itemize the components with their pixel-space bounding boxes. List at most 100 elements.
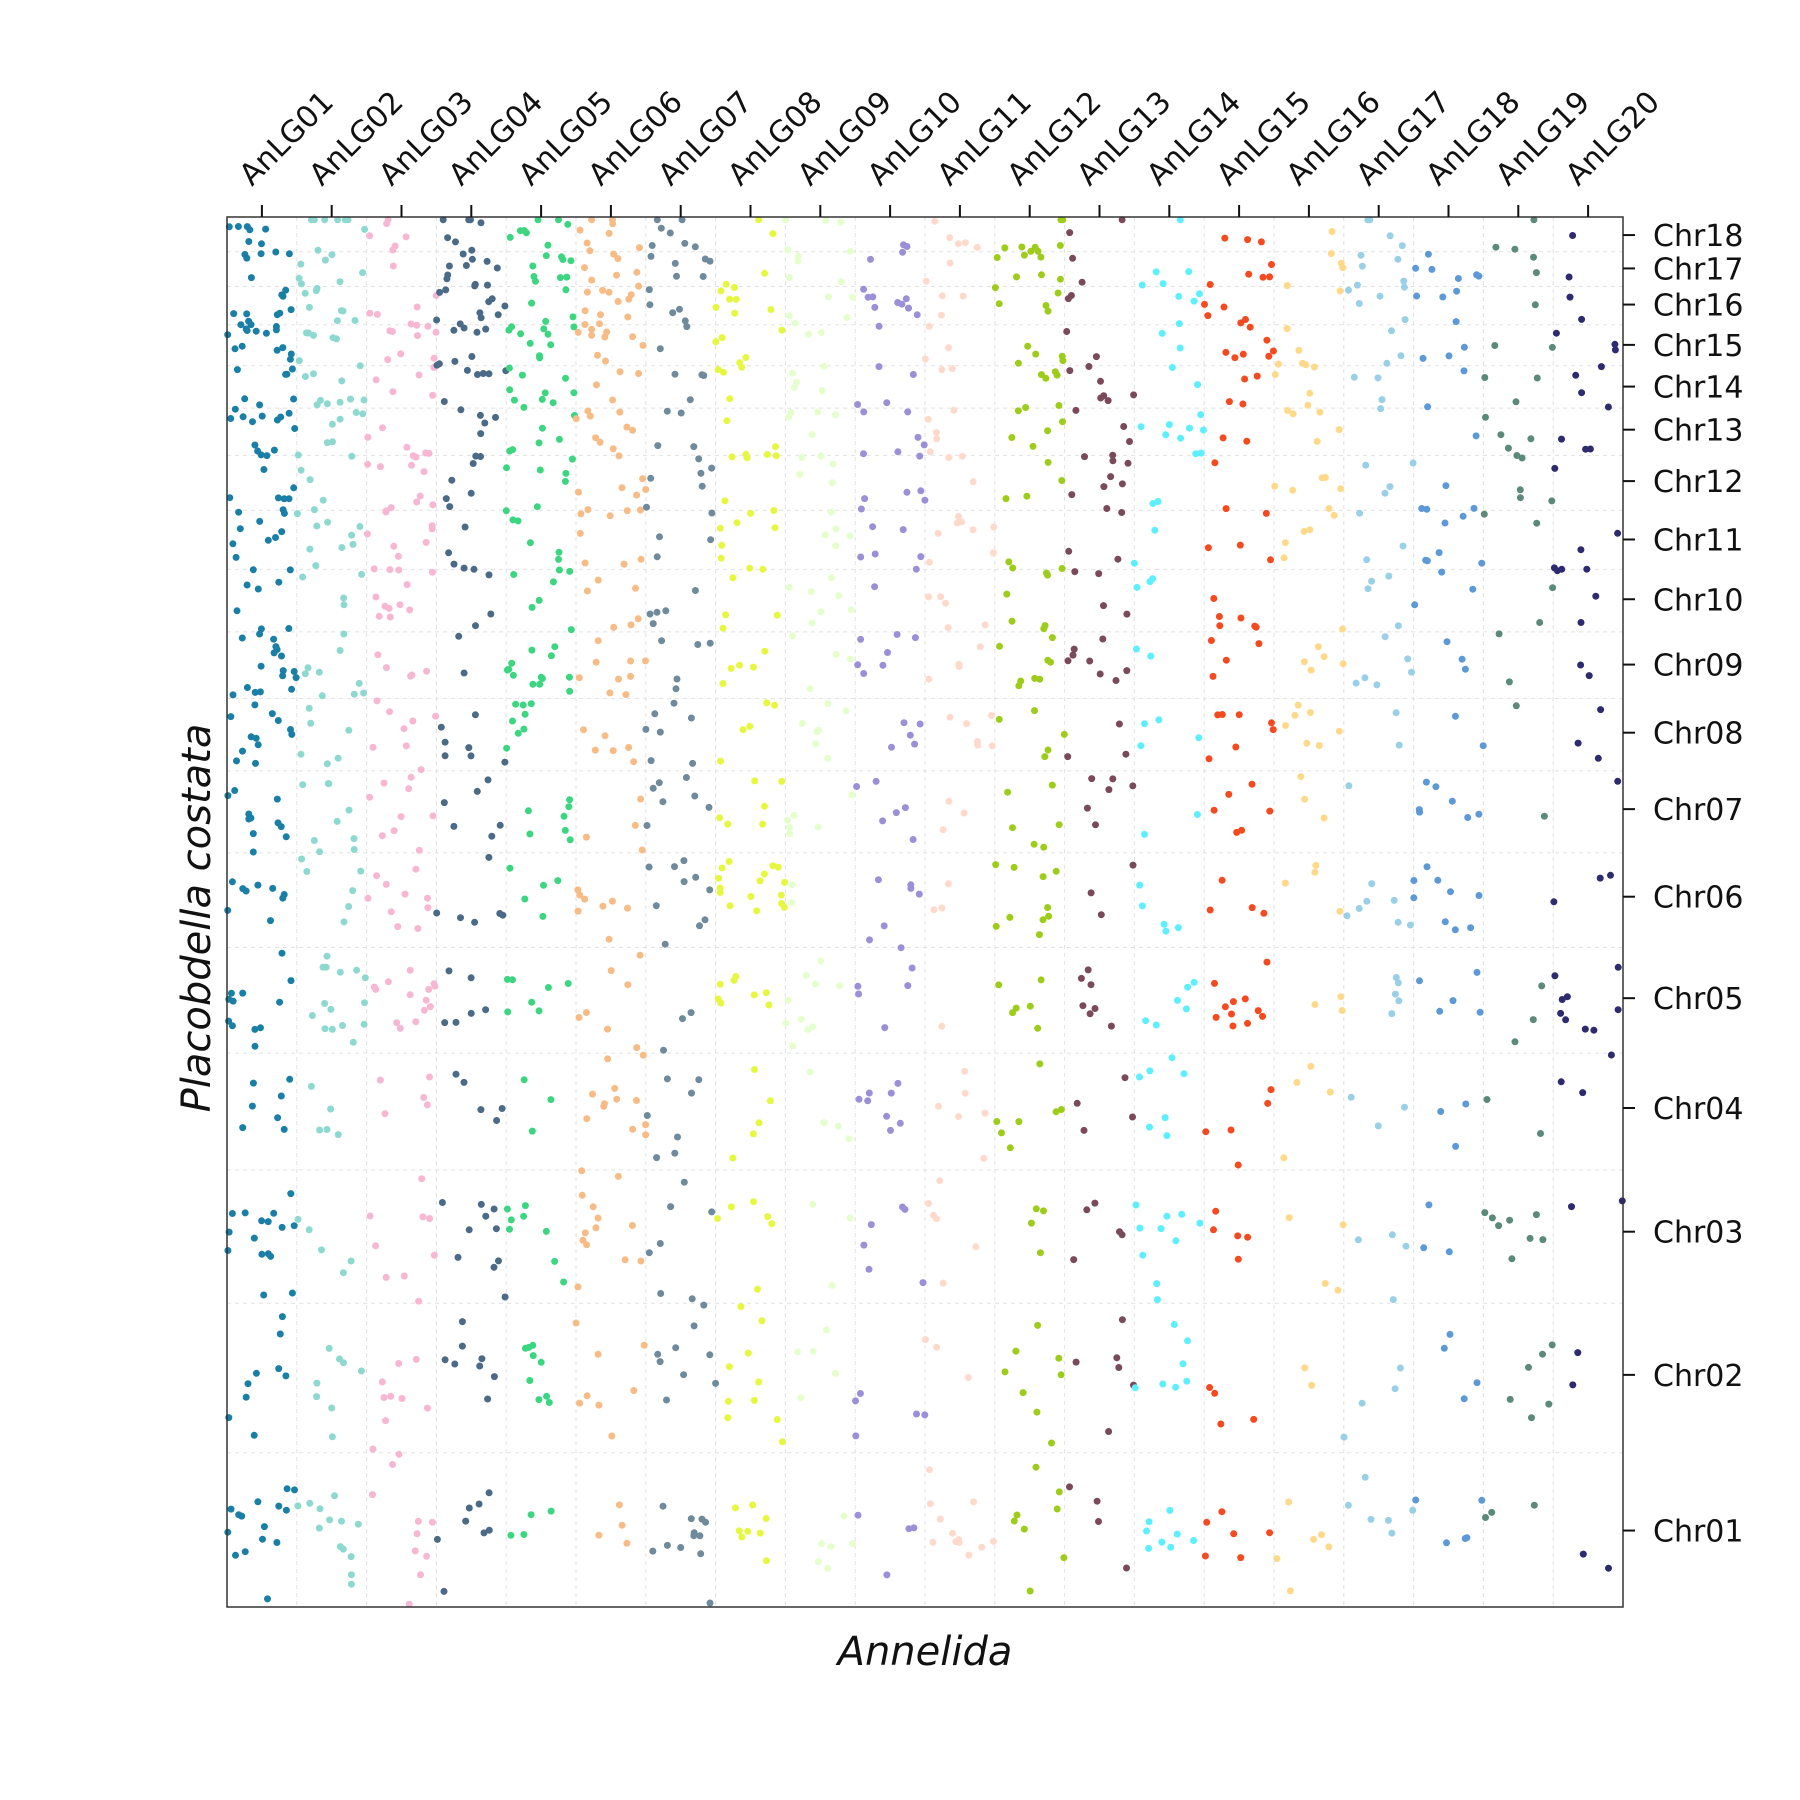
scatter-point xyxy=(440,799,448,807)
scatter-point xyxy=(1122,750,1130,758)
scatter-point xyxy=(488,295,496,303)
scatter-point xyxy=(450,822,458,830)
scatter-point xyxy=(1041,622,1049,630)
scatter-point xyxy=(1558,565,1566,573)
scatter-point xyxy=(1055,402,1063,409)
scatter-point xyxy=(854,661,862,669)
scatter-point xyxy=(1363,556,1371,564)
scatter-point xyxy=(256,517,264,525)
scatter-point xyxy=(1458,655,1466,663)
scatter-point xyxy=(340,918,348,926)
scatter-point xyxy=(750,991,758,999)
scatter-point xyxy=(837,278,845,286)
scatter-point xyxy=(1590,1026,1598,1034)
scatter-point xyxy=(316,1505,324,1513)
scatter-point xyxy=(857,635,865,643)
scatter-point xyxy=(254,741,262,749)
scatter-point xyxy=(645,863,653,871)
scatter-point xyxy=(575,1014,583,1021)
scatter-point xyxy=(1080,1126,1088,1134)
scatter-point xyxy=(1462,1100,1470,1108)
scatter-point xyxy=(397,813,405,821)
scatter-point xyxy=(438,1199,446,1206)
scatter-point xyxy=(1424,403,1432,411)
scatter-point xyxy=(1136,1224,1144,1232)
scatter-point xyxy=(301,670,309,678)
scatter-point xyxy=(1234,1255,1242,1263)
scatter-point xyxy=(725,1363,733,1371)
scatter-point xyxy=(1045,912,1053,920)
scatter-point xyxy=(1459,512,1467,520)
scatter-point xyxy=(1126,438,1133,445)
scatter-point xyxy=(736,661,743,669)
scatter-point xyxy=(366,309,374,317)
scatter-point xyxy=(1153,1280,1161,1288)
scatter-point xyxy=(1073,1099,1081,1107)
scatter-point xyxy=(503,666,511,674)
scatter-point xyxy=(304,664,312,672)
scatter-point xyxy=(1354,1236,1362,1244)
scatter-point xyxy=(583,288,591,296)
scatter-point xyxy=(1199,426,1207,434)
scatter-point xyxy=(373,697,381,705)
scatter-point xyxy=(273,1539,281,1546)
scatter-point xyxy=(536,680,544,688)
scatter-point xyxy=(846,247,854,255)
scatter-point xyxy=(589,1090,596,1098)
scatter-point xyxy=(938,366,946,374)
scatter-point xyxy=(639,1051,647,1059)
scatter-point xyxy=(990,523,998,531)
scatter-point xyxy=(832,1369,840,1377)
scatter-point xyxy=(576,1399,584,1407)
scatter-point xyxy=(690,1322,698,1330)
scatter-point xyxy=(1014,359,1022,367)
scatter-point xyxy=(594,351,601,359)
scatter-point xyxy=(251,441,259,449)
scatter-point xyxy=(327,1105,335,1113)
scatter-point xyxy=(493,264,501,272)
scatter-point xyxy=(1234,1232,1242,1240)
scatter-point xyxy=(348,531,356,539)
scatter-point xyxy=(911,740,919,748)
scatter-point xyxy=(577,510,585,518)
scatter-point xyxy=(440,398,448,405)
scatter-point xyxy=(506,864,514,872)
scatter-point xyxy=(759,820,767,828)
scatter-point xyxy=(1548,343,1556,351)
scatter-point xyxy=(739,726,747,734)
scatter-point xyxy=(444,271,452,279)
scatter-point xyxy=(594,1350,602,1358)
scatter-point xyxy=(600,1102,608,1110)
scatter-point xyxy=(485,1489,493,1497)
scatter-point xyxy=(1506,1395,1514,1403)
scatter-point xyxy=(408,461,415,469)
scatter-point xyxy=(555,548,563,556)
scatter-point xyxy=(586,247,594,255)
scatter-point xyxy=(1583,565,1591,573)
scatter-point xyxy=(429,501,437,509)
scatter-point xyxy=(1300,527,1308,535)
scatter-point xyxy=(1139,1251,1147,1259)
scatter-point xyxy=(697,1550,705,1558)
scatter-point xyxy=(1513,452,1521,459)
scatter-point xyxy=(415,1297,423,1305)
scatter-point xyxy=(1153,1296,1161,1304)
scatter-point xyxy=(297,466,305,474)
scatter-point xyxy=(274,717,282,724)
scatter-point xyxy=(441,752,449,760)
scatter-point xyxy=(1239,350,1247,358)
scatter-point xyxy=(258,1250,266,1258)
scatter-point xyxy=(465,744,473,752)
scatter-point xyxy=(484,776,492,784)
scatter-point xyxy=(594,1214,602,1222)
scatter-point xyxy=(1604,403,1612,411)
scatter-point xyxy=(1099,635,1107,643)
scatter-point xyxy=(527,700,535,708)
scatter-point xyxy=(637,1257,645,1265)
scatter-point xyxy=(508,659,516,667)
scatter-point xyxy=(616,368,624,376)
scatter-point xyxy=(1037,976,1045,984)
scatter-point xyxy=(1165,421,1173,429)
scatter-point xyxy=(323,400,331,408)
scatter-point xyxy=(460,564,468,572)
